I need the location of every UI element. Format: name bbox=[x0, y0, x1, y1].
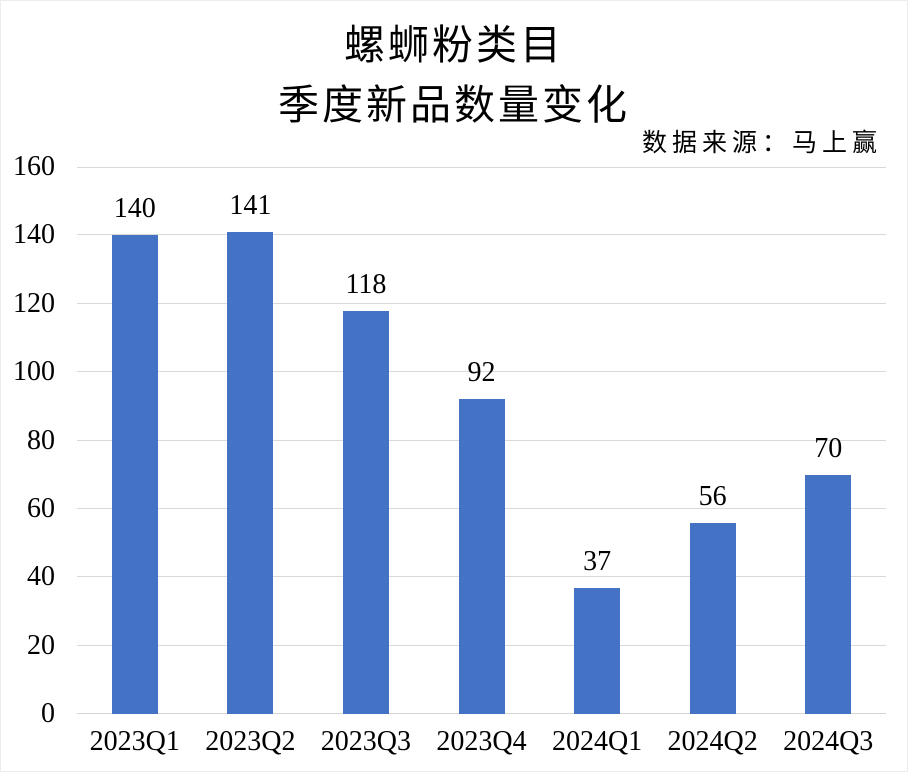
y-tick-label-120: 120 bbox=[13, 287, 55, 319]
x-tick-label-2023Q4: 2023Q4 bbox=[436, 726, 527, 757]
value-label-2023Q2: 141 bbox=[229, 189, 272, 221]
value-label-2024Q1: 37 bbox=[583, 545, 612, 577]
y-tick-label-0: 0 bbox=[41, 698, 55, 729]
y-tick-label-40: 40 bbox=[27, 561, 55, 593]
bar-2023Q3 bbox=[342, 310, 389, 714]
plot-area: 0 20 40 60 80 100 120 140 160 140 2023Q1 141 2023Q2 1… bbox=[13, 151, 886, 757]
value-label-2024Q3: 70 bbox=[814, 432, 843, 464]
x-tick-label-2024Q1: 2024Q1 bbox=[551, 726, 643, 757]
gridline-y160 bbox=[77, 167, 886, 168]
bar-2024Q3 bbox=[805, 474, 852, 714]
bar-2023Q2 bbox=[227, 231, 274, 714]
chart-title-line-1: 螺蛳粉类目 bbox=[344, 22, 564, 68]
bar-2024Q1 bbox=[574, 587, 621, 714]
bar-2023Q4 bbox=[458, 399, 505, 714]
x-tick-label-2023Q3: 2023Q3 bbox=[320, 726, 412, 757]
y-tick-label-160: 160 bbox=[13, 151, 55, 182]
y-tick-label-20: 20 bbox=[27, 629, 55, 661]
x-tick-label-2024Q2: 2024Q2 bbox=[667, 726, 758, 757]
chart-title-line-2: 季度新品数量变化 bbox=[278, 82, 630, 128]
gridline-y120 bbox=[77, 302, 886, 304]
x-tick-label-2024Q3: 2024Q3 bbox=[783, 726, 874, 757]
y-tick-label-80: 80 bbox=[27, 424, 55, 456]
bar-2024Q2 bbox=[689, 522, 736, 714]
y-tick-label-100: 100 bbox=[13, 356, 55, 388]
chart-title: 螺蛳粉类目 季度新品数量变化 bbox=[1, 15, 907, 135]
gridline-y100 bbox=[77, 371, 886, 373]
value-label-2023Q1: 140 bbox=[113, 193, 156, 225]
x-tick-label-2023Q1: 2023Q1 bbox=[89, 726, 180, 757]
value-label-2023Q4: 92 bbox=[467, 357, 496, 389]
gridline-y140 bbox=[77, 234, 886, 236]
bar-2023Q1 bbox=[111, 235, 158, 714]
value-label-2024Q2: 56 bbox=[698, 480, 727, 512]
value-label-2023Q3: 118 bbox=[345, 268, 387, 300]
y-tick-label-60: 60 bbox=[27, 492, 55, 524]
y-tick-label-140: 140 bbox=[13, 219, 55, 251]
x-tick-label-2023Q2: 2023Q2 bbox=[205, 726, 296, 757]
data-source-note: 数据来源：马上赢 bbox=[641, 130, 882, 157]
